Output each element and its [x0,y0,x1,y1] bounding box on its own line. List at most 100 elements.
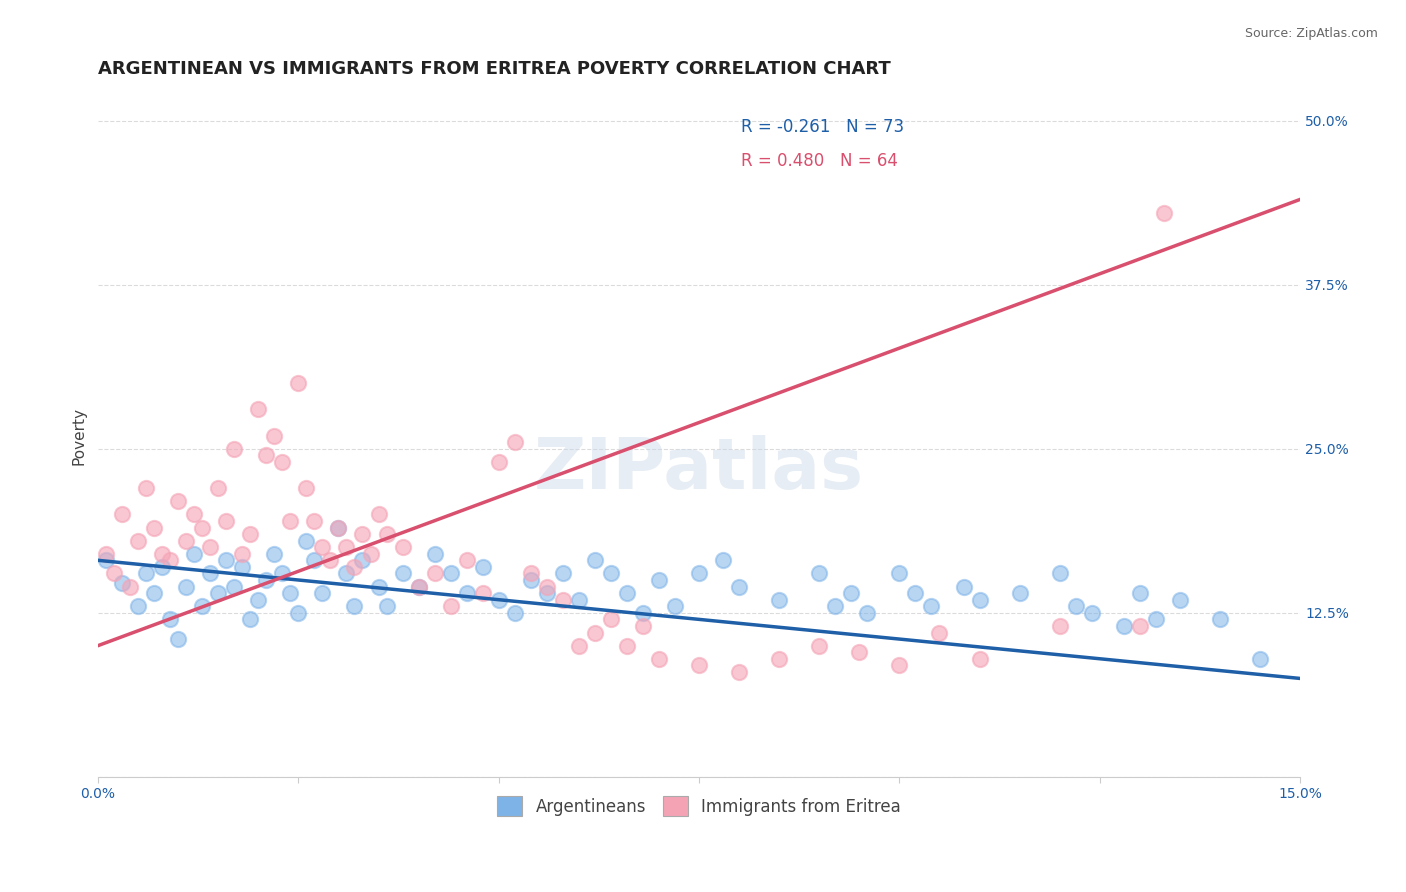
Y-axis label: Poverty: Poverty [72,407,86,465]
Point [159,612,181,626]
Point [503,606,526,620]
Text: ZIPatlas: ZIPatlas [534,435,865,504]
Point [848,645,870,659]
Point [254,448,277,462]
Point [174,580,197,594]
Point [616,639,638,653]
Point [728,580,751,594]
Point [631,619,654,633]
Legend: Argentineans, Immigrants from Eritrea: Argentineans, Immigrants from Eritrea [491,789,907,823]
Point [150,547,173,561]
Point [1008,586,1031,600]
Point [207,586,229,600]
Point [551,592,574,607]
Point [143,520,166,534]
Point [1153,205,1175,219]
Text: Source: ZipAtlas.com: Source: ZipAtlas.com [1244,27,1378,40]
Point [271,566,294,581]
Point [263,547,285,561]
Point [600,612,623,626]
Point [889,566,911,581]
Point [191,599,214,614]
Point [183,547,205,561]
Point [200,566,222,581]
Point [688,566,710,581]
Point [271,455,294,469]
Point [391,566,413,581]
Point [1064,599,1087,614]
Point [889,658,911,673]
Point [167,494,190,508]
Point [488,592,510,607]
Point [295,481,318,495]
Point [456,586,478,600]
Point [343,560,366,574]
Point [143,586,166,600]
Point [335,566,357,581]
Point [423,566,446,581]
Point [111,575,134,590]
Point [520,566,543,581]
Point [440,599,463,614]
Point [1049,566,1071,581]
Point [568,639,591,653]
Point [94,547,117,561]
Point [904,586,927,600]
Point [1249,652,1271,666]
Point [120,580,142,594]
Point [856,606,879,620]
Point [231,547,253,561]
Point [215,553,238,567]
Point [711,553,734,567]
Text: R = -0.261   N = 73: R = -0.261 N = 73 [741,118,904,136]
Point [1080,606,1102,620]
Point [808,639,831,653]
Point [631,606,654,620]
Point [648,573,671,587]
Point [263,428,285,442]
Point [600,566,623,581]
Point [304,553,326,567]
Point [471,586,494,600]
Point [1112,619,1135,633]
Point [328,520,350,534]
Point [536,580,558,594]
Point [183,508,205,522]
Point [191,520,214,534]
Point [839,586,862,600]
Point [1129,619,1152,633]
Point [280,514,302,528]
Point [616,586,638,600]
Point [1209,612,1232,626]
Point [224,442,246,456]
Point [928,625,950,640]
Point [367,580,389,594]
Point [352,527,374,541]
Point [1049,619,1071,633]
Point [174,533,197,548]
Point [456,553,478,567]
Point [488,455,510,469]
Point [224,580,246,594]
Point [768,652,790,666]
Point [215,514,238,528]
Point [352,553,374,567]
Point [135,481,157,495]
Point [247,402,270,417]
Point [664,599,686,614]
Point [127,599,149,614]
Point [207,481,229,495]
Point [583,553,606,567]
Point [688,658,710,673]
Point [304,514,326,528]
Point [311,540,333,554]
Point [328,520,350,534]
Point [159,553,181,567]
Point [287,606,309,620]
Point [391,540,413,554]
Point [583,625,606,640]
Point [648,652,671,666]
Point [408,580,430,594]
Point [311,586,333,600]
Text: ARGENTINEAN VS IMMIGRANTS FROM ERITREA POVERTY CORRELATION CHART: ARGENTINEAN VS IMMIGRANTS FROM ERITREA P… [98,60,891,78]
